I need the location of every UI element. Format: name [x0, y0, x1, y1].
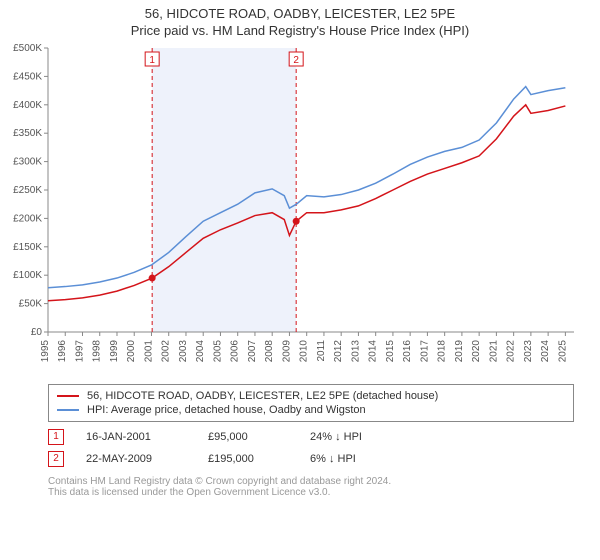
svg-text:2024: 2024: [540, 340, 551, 363]
svg-text:£400K: £400K: [13, 100, 42, 111]
legend-item: 56, HIDCOTE ROAD, OADBY, LEICESTER, LE2 …: [57, 389, 565, 403]
svg-text:2018: 2018: [437, 340, 448, 363]
svg-text:2012: 2012: [333, 340, 344, 363]
sale-delta: 6% ↓ HPI: [310, 453, 410, 465]
svg-text:2017: 2017: [419, 340, 430, 363]
legend-swatch: [57, 409, 79, 411]
legend-item: HPI: Average price, detached house, Oadb…: [57, 403, 565, 417]
svg-text:£200K: £200K: [13, 213, 42, 224]
chart-titles: 56, HIDCOTE ROAD, OADBY, LEICESTER, LE2 …: [0, 0, 600, 38]
sale-price: £95,000: [208, 431, 288, 443]
svg-text:1998: 1998: [92, 340, 103, 363]
svg-text:2022: 2022: [506, 340, 517, 363]
sales-table: 1 16-JAN-2001 £95,000 24% ↓ HPI 2 22-MAY…: [48, 426, 574, 470]
footer-line: This data is licensed under the Open Gov…: [48, 487, 574, 498]
svg-text:2007: 2007: [247, 340, 258, 363]
sale-price: £195,000: [208, 453, 288, 465]
svg-text:2: 2: [293, 55, 299, 66]
chart-area: £0 £50K £100K £150K £200K £250K £300K £350K £400…: [0, 38, 600, 378]
svg-text:2020: 2020: [471, 340, 482, 363]
svg-text:2000: 2000: [126, 340, 137, 363]
sale-date: 16-JAN-2001: [86, 431, 186, 443]
legend-swatch: [57, 395, 79, 397]
svg-text:1: 1: [149, 55, 155, 66]
line-chart: £0 £50K £100K £150K £200K £250K £300K £350K £400…: [0, 38, 600, 378]
footer-line: Contains HM Land Registry data © Crown c…: [48, 476, 574, 487]
svg-text:2021: 2021: [488, 340, 499, 363]
svg-text:£100K: £100K: [13, 270, 42, 281]
svg-text:1995: 1995: [40, 340, 51, 363]
svg-text:1999: 1999: [109, 340, 120, 363]
chart-subtitle: Price paid vs. HM Land Registry's House …: [0, 23, 600, 38]
legend: 56, HIDCOTE ROAD, OADBY, LEICESTER, LE2 …: [48, 384, 574, 422]
svg-text:£350K: £350K: [13, 128, 42, 139]
svg-text:2001: 2001: [143, 340, 154, 363]
svg-text:2009: 2009: [281, 340, 292, 363]
sale-date: 22-MAY-2009: [86, 453, 186, 465]
svg-text:2010: 2010: [299, 340, 310, 363]
svg-text:£0: £0: [31, 327, 43, 338]
svg-text:2015: 2015: [385, 340, 396, 363]
sale-marker-box: 1: [48, 429, 64, 445]
svg-text:2008: 2008: [264, 340, 275, 363]
legend-label: 56, HIDCOTE ROAD, OADBY, LEICESTER, LE2 …: [87, 390, 438, 402]
svg-text:£150K: £150K: [13, 242, 42, 253]
svg-text:2004: 2004: [195, 340, 206, 363]
svg-text:£250K: £250K: [13, 185, 42, 196]
svg-text:2005: 2005: [212, 340, 223, 363]
chart-title: 56, HIDCOTE ROAD, OADBY, LEICESTER, LE2 …: [0, 6, 600, 21]
svg-text:£450K: £450K: [13, 71, 42, 82]
svg-text:2016: 2016: [402, 340, 413, 363]
svg-text:£50K: £50K: [19, 299, 43, 310]
svg-text:2003: 2003: [178, 340, 189, 363]
sale-row: 1 16-JAN-2001 £95,000 24% ↓ HPI: [48, 426, 574, 448]
svg-text:1996: 1996: [57, 340, 68, 363]
svg-text:2002: 2002: [161, 340, 172, 363]
svg-text:2025: 2025: [557, 340, 568, 363]
legend-label: HPI: Average price, detached house, Oadb…: [87, 404, 366, 416]
svg-text:£500K: £500K: [13, 43, 42, 54]
svg-text:2019: 2019: [454, 340, 465, 363]
svg-text:2023: 2023: [523, 340, 534, 363]
svg-text:£300K: £300K: [13, 157, 42, 168]
sale-delta: 24% ↓ HPI: [310, 431, 410, 443]
svg-text:2006: 2006: [230, 340, 241, 363]
footer: Contains HM Land Registry data © Crown c…: [48, 476, 574, 498]
sale-marker-box: 2: [48, 451, 64, 467]
svg-text:1997: 1997: [74, 340, 85, 363]
svg-text:2014: 2014: [368, 340, 379, 363]
svg-text:2011: 2011: [316, 340, 327, 362]
sale-row: 2 22-MAY-2009 £195,000 6% ↓ HPI: [48, 448, 574, 470]
svg-text:2013: 2013: [350, 340, 361, 363]
